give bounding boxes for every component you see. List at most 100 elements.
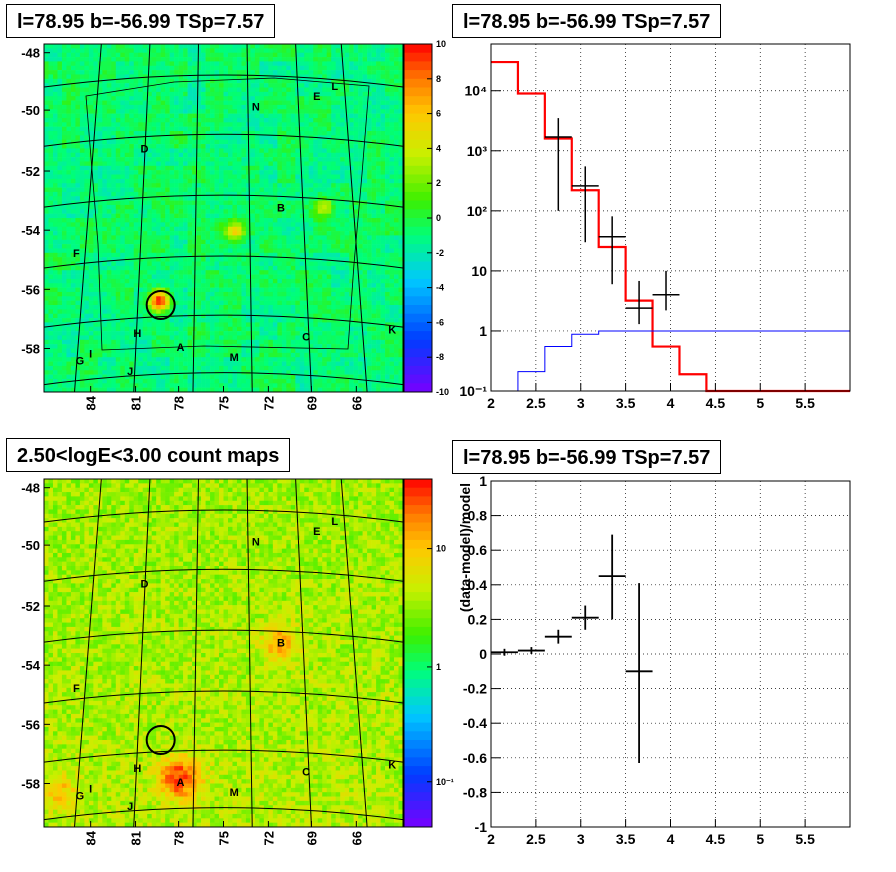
heatmap-cell (133, 57, 139, 62)
heatmap-cell (79, 70, 85, 75)
heatmap-cell (79, 213, 85, 219)
heatmap-cell (236, 65, 242, 71)
heatmap-cell (111, 191, 117, 197)
heatmap-cell (44, 213, 49, 219)
heatmap-cell (187, 191, 193, 197)
heatmap-cell (304, 239, 310, 245)
heatmap-cell (219, 113, 224, 119)
heatmap-cell (129, 74, 135, 80)
heatmap-cell (281, 274, 287, 280)
heatmap-cell (250, 117, 256, 123)
heatmap-cell (259, 244, 265, 249)
heatmap-cell (232, 322, 238, 328)
heatmap-cell (241, 191, 247, 197)
heatmap-cell (120, 322, 126, 328)
heatmap-cell (232, 265, 238, 271)
heatmap-cell (178, 370, 184, 375)
heatmap-cell (61, 144, 67, 149)
heatmap-cell (120, 252, 126, 258)
heatmap-cell (79, 104, 85, 110)
heatmap-cell (214, 239, 220, 245)
heatmap-cell (66, 44, 72, 49)
heatmap-cell (147, 313, 152, 319)
heatmap-cell (138, 274, 144, 280)
heatmap-cell (124, 113, 130, 119)
heatmap-cell (147, 248, 152, 254)
heatmap-cell (124, 100, 130, 106)
heatmap-cell (250, 65, 256, 71)
heatmap-cell (250, 144, 256, 149)
heatmap-cell (115, 326, 121, 332)
heatmap-cell (254, 91, 260, 97)
heatmap-cell (174, 61, 179, 67)
heatmap-cell (263, 70, 269, 75)
heatmap-cell (308, 252, 314, 258)
heatmap-cell (174, 174, 179, 180)
heatmap-cell (263, 300, 269, 306)
heatmap-cell (97, 152, 103, 158)
heatmap-cell (254, 378, 260, 384)
heatmap-cell (281, 65, 287, 71)
heatmap-cell (268, 161, 274, 167)
heatmap-cell (115, 222, 121, 227)
heatmap-cell (48, 357, 54, 362)
heatmap-cell (219, 87, 224, 93)
heatmap-cell (120, 117, 126, 123)
heatmap-cell (44, 283, 49, 288)
heatmap-cell (120, 213, 126, 219)
heatmap-cell (227, 274, 233, 280)
heatmap-cell (313, 61, 319, 67)
heatmap-cell (165, 213, 170, 219)
heatmap-cell (129, 126, 135, 132)
heatmap-cell (124, 213, 130, 219)
heatmap-cell (210, 270, 215, 275)
heatmap-cell (174, 357, 179, 362)
heatmap-cell (192, 96, 197, 101)
heatmap-cell (227, 300, 233, 306)
heatmap-cell (196, 178, 202, 184)
heatmap-cell (102, 326, 108, 332)
heatmap-cell (124, 148, 130, 154)
heatmap-cell (48, 296, 54, 301)
heatmap-cell (106, 91, 112, 97)
heatmap-cell (295, 161, 301, 167)
heatmap-cell (133, 313, 139, 319)
heatmap-cell (268, 209, 274, 214)
heatmap-cell (115, 126, 121, 132)
heatmap-cell (317, 378, 323, 384)
heatmap-cell (52, 65, 58, 71)
heatmap-cell (295, 348, 301, 354)
heatmap-cell (147, 296, 152, 301)
heatmap-cell (281, 196, 287, 201)
heatmap-cell (142, 274, 148, 280)
heatmap-cell (313, 87, 319, 93)
heatmap-cell (66, 335, 72, 341)
heatmap-cell (196, 374, 202, 380)
heatmap-cell (322, 83, 328, 88)
heatmap-cell (178, 44, 184, 49)
heatmap-cell (245, 204, 251, 210)
heatmap-cell (187, 357, 193, 362)
heatmap-cell (84, 339, 90, 345)
heatmap-cell (227, 331, 233, 336)
heatmap-cell (201, 152, 206, 158)
heatmap-cell (133, 357, 139, 362)
heatmap-cell (232, 65, 238, 71)
heatmap-cell (44, 222, 49, 227)
heatmap-cell (254, 209, 260, 214)
heatmap-cell (263, 235, 269, 241)
heatmap-cell (115, 113, 121, 119)
heatmap-cell (313, 96, 319, 101)
heatmap-cell (227, 244, 233, 249)
heatmap-cell (44, 305, 49, 310)
heatmap-cell (277, 265, 283, 271)
heatmap-cell (210, 78, 215, 84)
heatmap-cell (313, 339, 319, 345)
heatmap-cell (227, 283, 233, 288)
heatmap-cell (263, 378, 269, 384)
heatmap-cell (120, 331, 126, 336)
heatmap-cell (187, 348, 193, 354)
heatmap-cell (268, 65, 274, 71)
heatmap-cell (268, 378, 274, 384)
heatmap-cell (281, 344, 287, 349)
